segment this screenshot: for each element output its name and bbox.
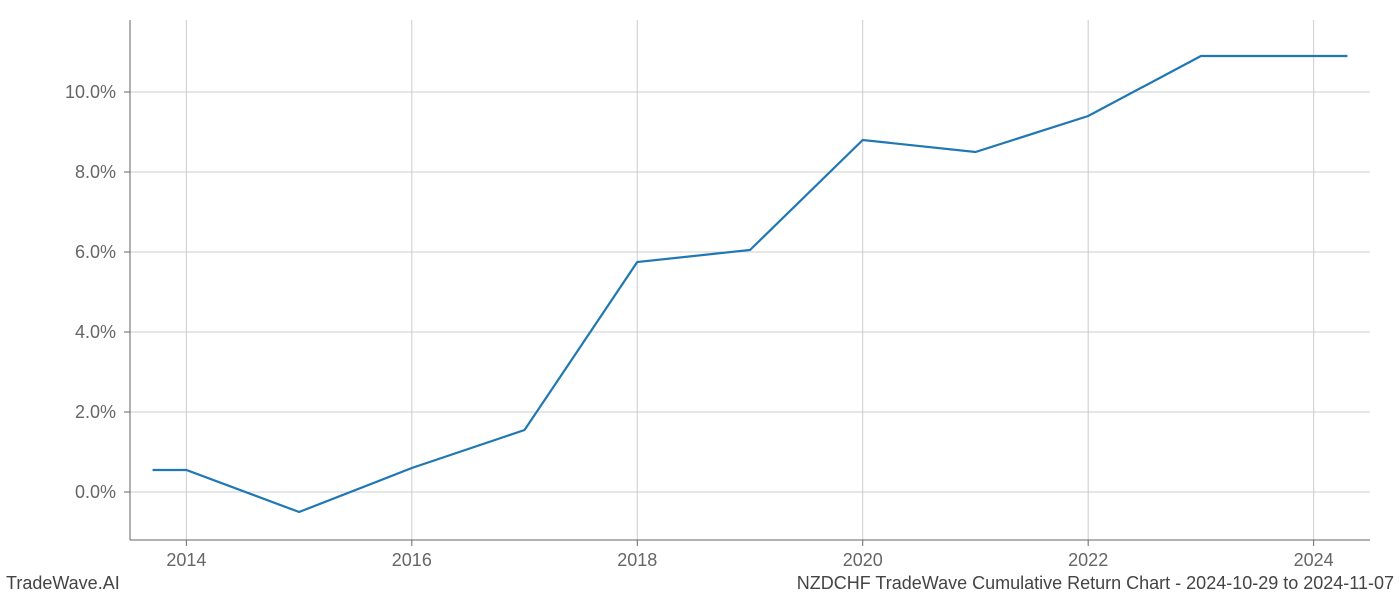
y-tick-label: 8.0% [75, 162, 116, 182]
x-tick-label: 2016 [392, 550, 432, 570]
footer-title: NZDCHF TradeWave Cumulative Return Chart… [797, 573, 1394, 594]
return-series-line [153, 56, 1348, 512]
y-tick-label: 10.0% [65, 82, 116, 102]
line-chart: 2014 2016 2018 2020 2022 2024 0.0% 2.0% 4.0% 6.0%… [0, 0, 1400, 600]
x-tick-label: 2014 [166, 550, 206, 570]
x-tick-label: 2018 [617, 550, 657, 570]
y-tick-label: 4.0% [75, 322, 116, 342]
footer-brand: TradeWave.AI [6, 573, 120, 594]
y-tick-label: 0.0% [75, 482, 116, 502]
y-tick-label: 6.0% [75, 242, 116, 262]
x-tick-label: 2022 [1068, 550, 1108, 570]
x-tick-label: 2020 [843, 550, 883, 570]
x-tick-label: 2024 [1294, 550, 1334, 570]
y-tick-label: 2.0% [75, 402, 116, 422]
chart-container: 2014 2016 2018 2020 2022 2024 0.0% 2.0% 4.0% 6.0%… [0, 0, 1400, 600]
